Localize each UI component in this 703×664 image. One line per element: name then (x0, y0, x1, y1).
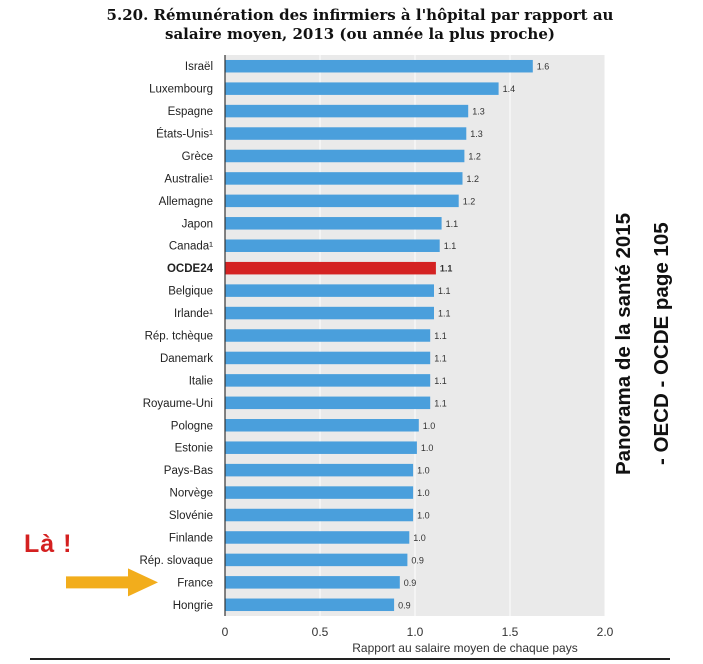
bar (225, 82, 499, 95)
category-label: Slovénie (169, 510, 213, 522)
bar (225, 217, 442, 230)
value-label: 1.0 (421, 443, 434, 453)
category-label: Estonie (175, 443, 213, 455)
bar (225, 59, 533, 73)
value-label: 1.0 (417, 511, 430, 521)
source-note-line-1: Panorama de la santé 2015 (612, 212, 635, 476)
bar (225, 351, 431, 365)
category-label: Pays-Bas (164, 465, 213, 477)
value-label: 1.2 (468, 151, 481, 161)
chart-title-line-1: 5.20. Rémunération des infirmiers à l'hô… (106, 6, 614, 24)
bar (225, 396, 431, 410)
x-tick-label: 2.0 (597, 625, 614, 639)
bar (225, 329, 431, 342)
value-label: 1.3 (470, 129, 483, 139)
value-label: 1.1 (434, 398, 447, 408)
x-axis-title: Rapport au salaire moyen de chaque pays (352, 641, 577, 655)
category-label: Finlande (169, 532, 213, 544)
value-label: 1.4 (503, 84, 516, 94)
category-label: Japon (182, 218, 213, 230)
bar (225, 553, 408, 567)
category-label: Royaume-Uni (143, 398, 213, 410)
value-label: 1.1 (444, 241, 457, 251)
value-label: 1.3 (472, 107, 485, 117)
category-label: Allemagne (159, 196, 213, 208)
value-label: 0.9 (411, 555, 424, 565)
category-label: Rép. slovaque (139, 555, 213, 567)
value-label: 0.9 (404, 578, 417, 588)
category-label: Luxembourg (149, 84, 213, 96)
x-tick-label: 0.5 (312, 625, 329, 639)
bottom-divider (30, 658, 670, 660)
category-label: Canada¹ (169, 241, 213, 253)
category-label: OCDE24 (167, 263, 214, 275)
category-label: Rép. tchèque (145, 331, 213, 343)
bar (225, 419, 419, 432)
highlight-bar (225, 261, 436, 275)
value-label: 1.1 (438, 286, 451, 296)
bar (225, 441, 417, 454)
bar (225, 486, 414, 499)
bar (225, 239, 440, 252)
value-label: 1.0 (417, 488, 430, 498)
value-label: 0.9 (398, 600, 411, 610)
value-label: 1.1 (434, 353, 447, 363)
value-label: 1.1 (434, 331, 447, 341)
category-label: Hongrie (173, 600, 213, 612)
bar (225, 598, 395, 612)
bar (225, 306, 434, 320)
annotation-arrow (66, 568, 158, 597)
value-label: 1.6 (537, 62, 550, 72)
category-label: Belgique (168, 286, 213, 298)
bar (225, 508, 414, 522)
value-label: 1.1 (440, 264, 453, 274)
source-note-line-2: - OECD - OCDE page 105 (650, 222, 673, 466)
bar (225, 172, 463, 185)
bar (225, 576, 400, 589)
bar (225, 463, 414, 477)
bar (225, 374, 431, 387)
category-label: Espagne (168, 106, 213, 118)
value-label: 1.1 (446, 219, 459, 229)
category-label: Australie¹ (164, 173, 213, 185)
category-label: Norvège (170, 488, 213, 500)
x-tick-label: 1.5 (502, 625, 519, 639)
value-label: 1.0 (413, 533, 426, 543)
category-label: Danemark (160, 353, 213, 365)
chart-title: 5.20. Rémunération des infirmiers à l'hô… (60, 6, 660, 44)
value-label: 1.1 (434, 376, 447, 386)
category-label: Italie (189, 375, 213, 387)
value-label: 1.1 (438, 309, 451, 319)
bar (225, 149, 465, 163)
value-label: 1.0 (423, 421, 436, 431)
bar (225, 104, 469, 118)
category-label: États-Unis¹ (156, 128, 213, 141)
bar (225, 127, 467, 140)
category-label: Irlande¹ (174, 308, 213, 320)
value-label: 1.0 (417, 466, 430, 476)
value-label: 1.2 (463, 196, 476, 206)
bar (225, 194, 459, 208)
x-tick-label: 1.0 (407, 625, 424, 639)
bar (225, 531, 410, 544)
x-tick-label: 0 (222, 625, 229, 639)
category-label: Grèce (182, 151, 213, 163)
plot-area: Israël 1.6 Luxembourg 1.4 Espagne 1.3 États-Un… (139, 55, 614, 655)
value-label: 1.2 (467, 174, 480, 184)
category-label: France (177, 577, 213, 589)
source-note: Panorama de la santé 2015 - OECD - OCDE … (612, 176, 692, 512)
chart-title-line-2: salaire moyen, 2013 (ou année la plus pr… (165, 25, 555, 43)
bar (225, 284, 434, 297)
category-label: Israël (185, 61, 213, 73)
annotation-text: Là ! (24, 530, 73, 558)
category-label: Pologne (171, 420, 213, 432)
